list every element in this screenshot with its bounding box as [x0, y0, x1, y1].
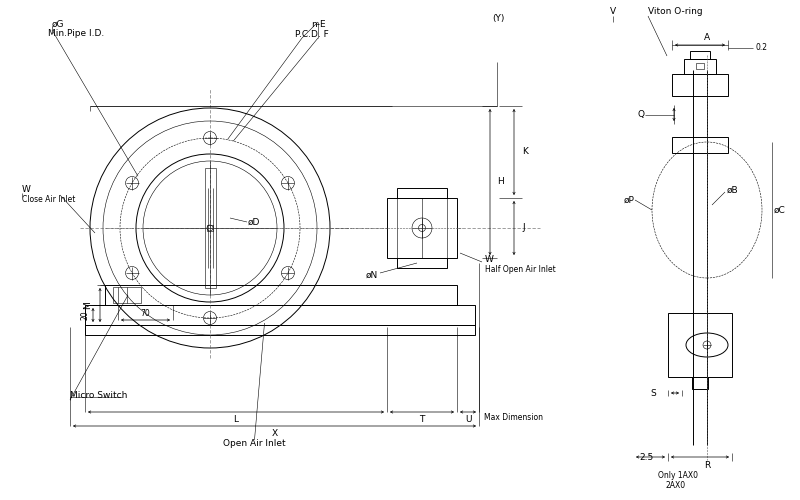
Text: Micro Switch: Micro Switch [70, 390, 127, 400]
Text: Q: Q [638, 110, 645, 120]
Text: 70: 70 [141, 308, 150, 318]
Text: R: R [704, 460, 710, 469]
Text: U: U [465, 414, 471, 424]
Text: H: H [497, 178, 504, 186]
Bar [387, 198, 457, 258]
Bar [672, 74, 728, 96]
Text: Viton O-ring: Viton O-ring [648, 8, 702, 16]
Bar [85, 305, 475, 325]
Text: n-E: n-E [310, 20, 326, 29]
Bar [692, 377, 708, 389]
Text: 0.2: 0.2 [756, 44, 768, 52]
Text: øC: øC [774, 206, 786, 214]
Text: W: W [485, 256, 494, 264]
Text: Close Air Inlet: Close Air Inlet [22, 196, 75, 204]
Text: L: L [234, 414, 238, 424]
Text: A: A [704, 34, 710, 42]
Text: øG: øG [52, 20, 65, 28]
Bar [397, 188, 447, 198]
Text: Only 1AX0: Only 1AX0 [658, 470, 698, 480]
Text: (Y): (Y) [492, 14, 504, 22]
Bar [113, 287, 141, 303]
Text: øN: øN [366, 270, 378, 280]
Bar [105, 285, 457, 305]
Bar [207, 225, 213, 231]
Bar [696, 63, 704, 69]
Text: Half Open Air Inlet: Half Open Air Inlet [485, 266, 556, 274]
Text: P.C.D. F: P.C.D. F [295, 30, 329, 39]
Bar [690, 51, 710, 59]
Text: S: S [650, 388, 656, 398]
Text: K: K [522, 148, 528, 156]
Text: 2AX0: 2AX0 [666, 480, 686, 490]
Text: øB: øB [727, 186, 738, 194]
Text: Open Air Inlet: Open Air Inlet [223, 440, 286, 448]
Text: M: M [83, 301, 92, 309]
Text: Max Dimension: Max Dimension [484, 412, 543, 422]
Bar [85, 325, 475, 335]
Bar [684, 59, 716, 74]
Text: X: X [271, 428, 278, 438]
Text: J: J [522, 224, 525, 232]
Bar [668, 313, 732, 377]
Text: 20: 20 [80, 310, 89, 320]
Text: øD: øD [248, 218, 260, 226]
Text: Min.Pipe I.D.: Min.Pipe I.D. [48, 28, 104, 38]
Bar [397, 258, 447, 268]
Text: V: V [610, 8, 616, 16]
Bar [672, 137, 728, 153]
Text: øP: øP [624, 196, 635, 204]
Text: T: T [419, 414, 425, 424]
Text: 2.5: 2.5 [639, 452, 653, 462]
Text: W: W [22, 186, 31, 194]
